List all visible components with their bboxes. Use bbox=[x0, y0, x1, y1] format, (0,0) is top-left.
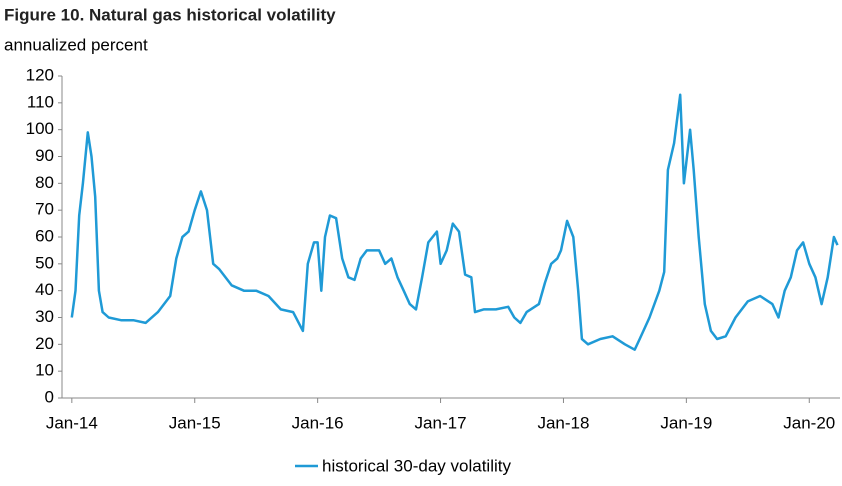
x-tick-label: Jan-14 bbox=[46, 413, 98, 432]
x-tick-label: Jan-16 bbox=[292, 413, 344, 432]
x-tick-label: Jan-18 bbox=[537, 413, 589, 432]
y-tick-label: 30 bbox=[35, 307, 54, 326]
chart-subtitle: annualized percent bbox=[4, 35, 148, 54]
x-tick-label: Jan-17 bbox=[415, 413, 467, 432]
x-tick-label: Jan-15 bbox=[169, 413, 221, 432]
legend-label: historical 30-day volatility bbox=[322, 456, 511, 475]
y-tick-label: 50 bbox=[35, 253, 54, 272]
y-tick-label: 80 bbox=[35, 173, 54, 192]
y-tick-label: 100 bbox=[26, 119, 54, 138]
y-tick-label: 20 bbox=[35, 334, 54, 353]
chart-title: Figure 10. Natural gas historical volati… bbox=[4, 5, 336, 24]
y-tick-label: 120 bbox=[26, 65, 54, 84]
y-tick-label: 10 bbox=[35, 361, 54, 380]
y-tick-label: 0 bbox=[45, 387, 54, 406]
y-tick-label: 60 bbox=[35, 226, 54, 245]
x-tick-label: Jan-20 bbox=[783, 413, 835, 432]
y-tick-label: 90 bbox=[35, 146, 54, 165]
y-tick-label: 70 bbox=[35, 200, 54, 219]
y-tick-label: 40 bbox=[35, 280, 54, 299]
series-line bbox=[70, 93, 839, 351]
y-tick-label: 110 bbox=[27, 92, 54, 111]
x-tick-label: Jan-19 bbox=[660, 413, 712, 432]
